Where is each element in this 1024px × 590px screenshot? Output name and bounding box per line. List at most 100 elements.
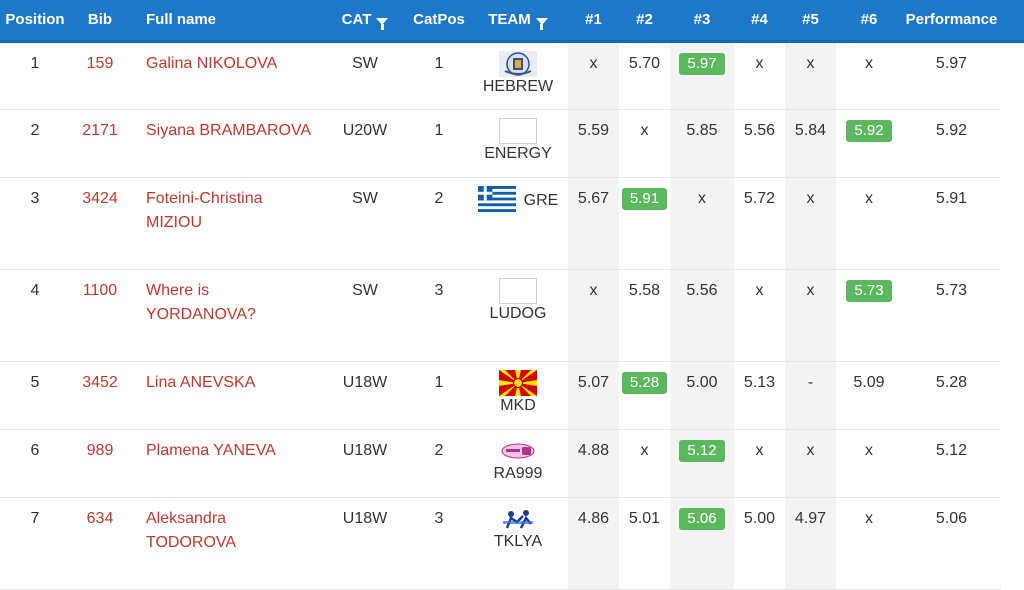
best-attempt-badge: 5.06 xyxy=(679,507,725,530)
best-attempt-badge: 5.91 xyxy=(621,187,668,210)
kevadrov-logo-icon xyxy=(499,505,537,532)
filter-icon[interactable] xyxy=(535,17,548,30)
athlete-name-link[interactable]: Aleksandra TODOROVA xyxy=(130,497,320,590)
attempt-3-cell: 5.56 xyxy=(670,269,734,362)
athlete-name-line-1: Plamena YANEVA xyxy=(146,441,276,459)
attempt-1-cell: x xyxy=(568,269,619,362)
header-attempt-5[interactable]: #5 xyxy=(802,11,819,29)
header-full-name[interactable]: Full name xyxy=(146,11,217,29)
position-cell: 1 xyxy=(0,41,70,110)
team-cell[interactable]: MKD xyxy=(468,361,568,430)
attempt-1-cell: x xyxy=(568,41,619,110)
attempt-3-cell: x xyxy=(670,177,734,270)
athlete-name-link[interactable]: Galina NIKOLOVA xyxy=(130,41,320,110)
header-bib[interactable]: Bib xyxy=(87,11,113,29)
athlete-name-line-2: TODOROVA xyxy=(146,533,237,551)
attempt-1-cell: 4.88 xyxy=(568,429,619,498)
table-row: 7 634 Aleksandra TODOROVA U18W 3 TKLYA 4.86 5.01… xyxy=(0,497,1024,590)
category-position-cell: 2 xyxy=(410,177,468,270)
attempt-3-cell: 5.85 xyxy=(670,109,734,178)
attempt-4-cell: 5.00 xyxy=(734,497,785,590)
table-row: 5 3452 Lina ANEVSKA U18W 1 MKD 5.07 5.28 5.00 5.1… xyxy=(0,361,1024,430)
category-cell: SW xyxy=(320,269,410,362)
category-cell: U18W xyxy=(320,429,410,498)
header-performance[interactable]: Performance xyxy=(905,11,998,29)
best-attempt-badge: 5.97 xyxy=(679,52,725,75)
position-cell: 3 xyxy=(0,177,70,270)
header-position[interactable]: Position xyxy=(5,11,65,29)
team-code: MKD xyxy=(500,396,536,414)
category-cell: U18W xyxy=(320,361,410,430)
blank-logo-icon xyxy=(499,117,537,144)
attempt-5-cell: x xyxy=(785,429,836,498)
attempt-2-cell: x xyxy=(619,429,670,498)
team-cell[interactable]: TKLYA xyxy=(468,497,568,590)
attempt-6-cell: 5.92 xyxy=(836,109,902,178)
athlete-name-link[interactable]: Lina ANEVSKA xyxy=(130,361,320,430)
athlete-name-line-1: Siyana BRAMBAROVA xyxy=(146,121,312,139)
header-attempt-4[interactable]: #4 xyxy=(751,11,768,29)
performance-cell: 5.97 xyxy=(902,41,1001,110)
header-cat[interactable]: CAT xyxy=(320,0,410,41)
team-cell[interactable]: ENERGY xyxy=(468,109,568,178)
attempt-6-cell: 5.73 xyxy=(836,269,902,362)
attempt-5-cell: x xyxy=(785,41,836,110)
table-row: 4 1100 Where is YORDANOVA? SW 3 LUDOG x 5.58 5.56… xyxy=(0,269,1024,362)
attempt-6-cell: x xyxy=(836,177,902,270)
position-cell: 4 xyxy=(0,269,70,362)
hebrew-logo-icon xyxy=(499,50,537,77)
filter-icon[interactable] xyxy=(376,17,389,30)
team-cell[interactable]: GRE xyxy=(468,177,568,270)
table-row: 3 3424 Foteini-Christina MIZIOU SW 2 GRE 5.67 5.… xyxy=(0,177,1024,270)
athlete-name-line-1: Galina NIKOLOVA xyxy=(146,54,278,72)
team-code: LUDOG xyxy=(489,304,547,322)
team-cell[interactable]: LUDOG xyxy=(468,269,568,362)
attempt-2-cell: x xyxy=(619,109,670,178)
attempt-1-cell: 5.67 xyxy=(568,177,619,270)
bib-cell: 3452 xyxy=(70,361,130,430)
attempt-4-cell: x xyxy=(734,41,785,110)
attempt-5-cell: x xyxy=(785,177,836,270)
athlete-name-link[interactable]: Where is YORDANOVA? xyxy=(130,269,320,362)
category-cell: U20W xyxy=(320,109,410,178)
team-code: TKLYA xyxy=(493,532,543,550)
athlete-name-link[interactable]: Siyana BRAMBAROVA xyxy=(130,109,320,178)
bib-cell: 989 xyxy=(70,429,130,498)
athlete-name-line-1: Where is xyxy=(146,281,210,299)
bib-cell: 159 xyxy=(70,41,130,110)
team-code: RA999 xyxy=(493,464,543,482)
attempt-1-cell: 5.07 xyxy=(568,361,619,430)
athlete-name-link[interactable]: Plamena YANEVA xyxy=(130,429,320,498)
category-cell: U18W xyxy=(320,497,410,590)
athlete-name-link[interactable]: Foteini-Christina MIZIOU xyxy=(130,177,320,270)
table-row: 6 989 Plamena YANEVA U18W 2 RA999 4.88 x 5.12 x x x… xyxy=(0,429,1024,498)
attempt-6-cell: x xyxy=(836,497,902,590)
athlete-name-line-2: YORDANOVA? xyxy=(146,305,256,323)
athlete-name-line-1: Aleksandra xyxy=(146,509,227,527)
athlete-name-line-1: Lina ANEVSKA xyxy=(146,373,256,391)
header-team[interactable]: TEAM xyxy=(468,0,568,41)
attempt-2-cell: 5.70 xyxy=(619,41,670,110)
table-body: 1 159 Galina NIKOLOVA SW 1 HEBREW x 5.70 5.97 x x x… xyxy=(0,41,1024,590)
team-code: ENERGY xyxy=(484,144,552,162)
header-attempt-2[interactable]: #2 xyxy=(636,11,653,29)
header-attempt-6[interactable]: #6 xyxy=(860,11,878,29)
header-attempt-1[interactable]: #1 xyxy=(585,11,602,29)
performance-cell: 5.12 xyxy=(902,429,1001,498)
team-cell[interactable]: HEBREW xyxy=(468,41,568,110)
performance-cell: 5.73 xyxy=(902,269,1001,362)
position-cell: 5 xyxy=(0,361,70,430)
attempt-2-cell: 5.58 xyxy=(619,269,670,362)
header-attempt-3[interactable]: #3 xyxy=(693,11,711,29)
attempt-3-cell: 5.97 xyxy=(670,41,734,110)
category-position-cell: 1 xyxy=(410,109,468,178)
header-catpos[interactable]: CatPos xyxy=(413,11,465,29)
header-cat-label: CAT xyxy=(341,11,372,29)
header-team-label: TEAM xyxy=(488,11,531,29)
attempt-6-cell: 5.09 xyxy=(836,361,902,430)
team-cell[interactable]: RA999 xyxy=(468,429,568,498)
attempt-4-cell: 5.72 xyxy=(734,177,785,270)
best-attempt-badge: 5.92 xyxy=(846,119,892,142)
attempt-5-cell: - xyxy=(785,361,836,430)
category-position-cell: 3 xyxy=(410,497,468,590)
